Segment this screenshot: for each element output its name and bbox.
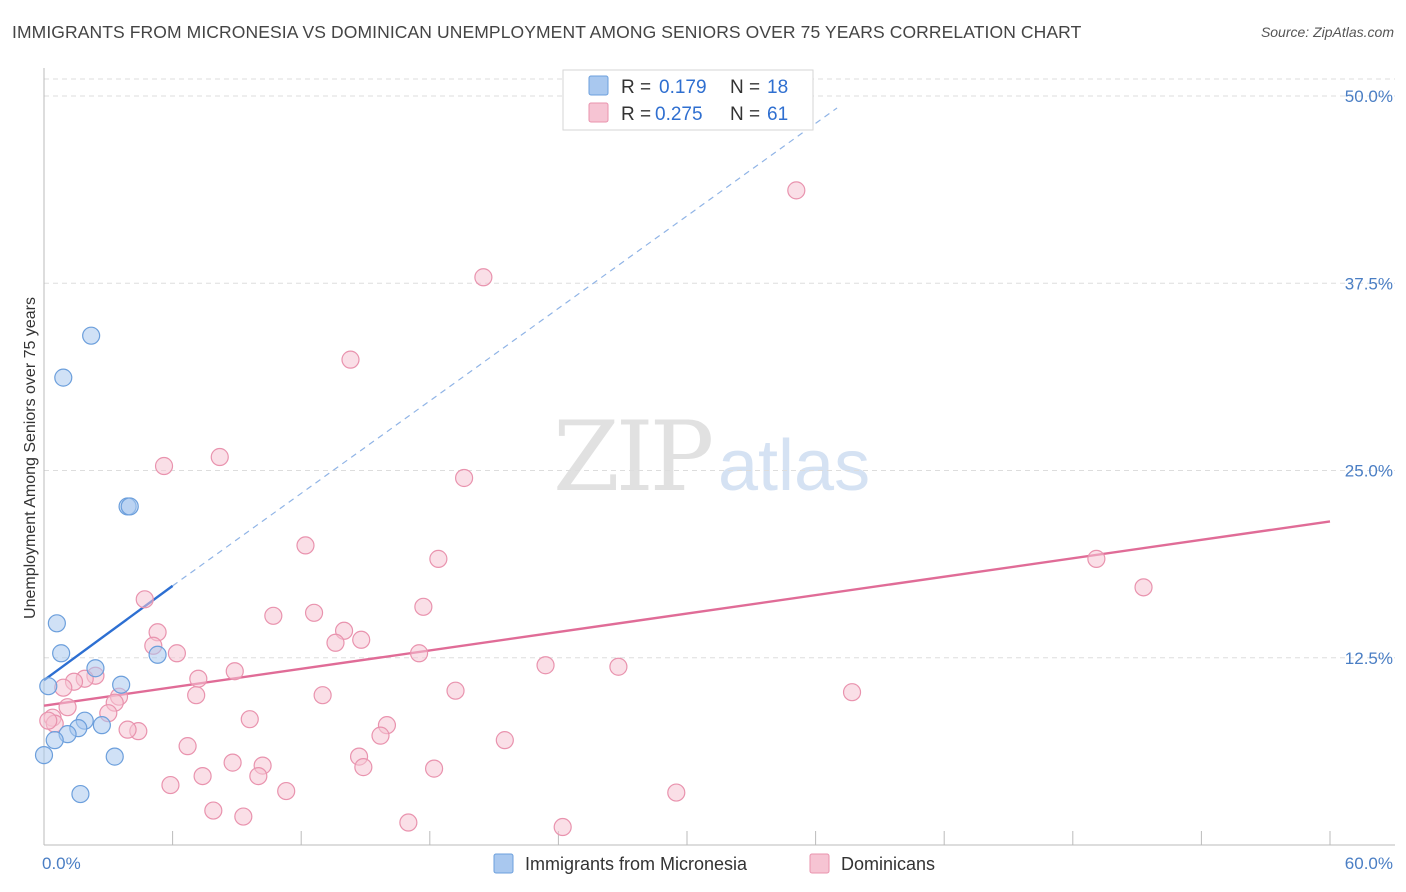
dominican-point bbox=[326, 633, 345, 652]
micronesia-point bbox=[47, 614, 66, 633]
dominican-point bbox=[429, 549, 448, 568]
x-tick-labels: 0.0% 60.0% bbox=[42, 854, 1393, 873]
y-tick-label: 37.5% bbox=[1345, 274, 1393, 293]
legend-n-label: N = bbox=[730, 104, 760, 125]
dominican-point bbox=[204, 801, 223, 820]
watermark-zip: ZIP bbox=[553, 401, 712, 513]
dominican-point bbox=[193, 766, 212, 786]
dominican-point bbox=[240, 710, 259, 729]
micronesia-point bbox=[54, 368, 73, 387]
dominican-point bbox=[118, 720, 137, 739]
dominican-point bbox=[225, 662, 244, 681]
x-tick-label-min: 0.0% bbox=[42, 854, 81, 873]
micronesia-point bbox=[92, 716, 111, 735]
watermark-atlas: atlas bbox=[718, 426, 870, 506]
dominican-point bbox=[234, 807, 253, 826]
dominican-point bbox=[446, 681, 465, 700]
micronesia-point bbox=[39, 677, 58, 696]
legend-box: R = 0.179 N = 18 R = 0.275 N = 61 bbox=[562, 69, 814, 131]
dominican-point bbox=[54, 678, 73, 697]
dominican-point bbox=[1087, 549, 1106, 568]
legend-n-label: N = bbox=[730, 77, 760, 98]
legend-swatch-pink bbox=[588, 102, 609, 123]
dominican-point bbox=[167, 644, 186, 663]
bottom-legend-swatch-blue bbox=[493, 853, 514, 874]
dominican-point bbox=[189, 669, 208, 688]
dominican-point bbox=[341, 350, 360, 369]
bottom-legend-label: Dominicans bbox=[841, 854, 935, 874]
micronesia-point bbox=[148, 645, 167, 664]
dominican-point bbox=[414, 597, 433, 616]
dominican-point bbox=[296, 536, 315, 555]
dominican-point bbox=[553, 817, 572, 837]
dominican-point bbox=[495, 731, 514, 750]
dominican-point bbox=[304, 603, 324, 622]
micronesia-point bbox=[120, 497, 139, 516]
micronesia-point bbox=[86, 659, 105, 678]
micronesia-point bbox=[34, 746, 54, 765]
micronesia-point bbox=[112, 675, 131, 694]
dominican-point bbox=[667, 783, 686, 802]
y-tick-label: 25.0% bbox=[1345, 462, 1393, 481]
bottom-legend-label: Immigrants from Micronesia bbox=[525, 854, 748, 874]
dominican-point bbox=[352, 630, 371, 649]
legend-r-label: R = bbox=[621, 77, 651, 98]
dominican-point bbox=[354, 758, 373, 777]
dominican-point bbox=[787, 181, 806, 200]
legend-r-value: 0.275 bbox=[655, 104, 703, 125]
legend-swatch-blue bbox=[588, 75, 609, 96]
dominican-point bbox=[249, 766, 268, 786]
dominican-point bbox=[474, 268, 493, 287]
dominican-point bbox=[277, 781, 296, 801]
bottom-legend: Immigrants from Micronesia Dominicans bbox=[493, 853, 935, 874]
dominican-point bbox=[210, 447, 229, 467]
dominican-point bbox=[842, 683, 862, 702]
dominican-point bbox=[609, 657, 628, 676]
blue-trend-extension bbox=[172, 107, 838, 587]
y-tick-label: 12.5% bbox=[1345, 649, 1393, 668]
data-points bbox=[34, 181, 1153, 837]
dominican-point bbox=[161, 775, 180, 795]
dominican-point bbox=[135, 590, 154, 609]
y-axis-label: Unemployment Among Seniors over 75 years bbox=[22, 297, 39, 619]
grid-lines bbox=[44, 78, 1395, 659]
x-tick-label-max: 60.0% bbox=[1345, 854, 1393, 873]
dominican-point bbox=[454, 468, 474, 488]
bottom-legend-swatch-pink bbox=[809, 853, 830, 874]
dominican-point bbox=[187, 686, 206, 705]
watermark: ZIP atlas bbox=[553, 401, 870, 513]
y-tick-label: 50.0% bbox=[1345, 87, 1393, 106]
dominican-point bbox=[424, 759, 444, 778]
dominican-point bbox=[39, 711, 58, 730]
dominican-point bbox=[313, 686, 332, 705]
dominican-point bbox=[154, 456, 174, 476]
dominican-point bbox=[409, 644, 429, 663]
legend-n-value: 61 bbox=[767, 104, 788, 125]
dominican-point bbox=[264, 606, 283, 625]
dominican-point bbox=[58, 698, 77, 717]
micronesia-point bbox=[45, 731, 64, 750]
dominican-point bbox=[1134, 578, 1153, 597]
micronesia-point bbox=[52, 644, 71, 663]
legend-n-value: 18 bbox=[767, 77, 788, 98]
micronesia-point bbox=[71, 784, 90, 804]
y-tick-labels: 12.5% 25.0% 37.5% 50.0% bbox=[1345, 87, 1393, 668]
dominican-point bbox=[223, 753, 242, 772]
pink-trend-line bbox=[43, 520, 1331, 707]
micronesia-point bbox=[105, 747, 124, 766]
dominican-point bbox=[178, 737, 197, 756]
legend-r-value: 0.179 bbox=[659, 77, 707, 98]
legend-r-label: R = bbox=[621, 104, 651, 125]
chart-title: IMMIGRANTS FROM MICRONESIA VS DOMINICAN … bbox=[12, 22, 1082, 42]
dominican-point bbox=[371, 726, 390, 745]
dominican-point bbox=[399, 813, 418, 832]
source-label: Source: ZipAtlas.com bbox=[1260, 24, 1394, 40]
dominican-point bbox=[536, 656, 555, 675]
micronesia-point bbox=[82, 326, 101, 345]
